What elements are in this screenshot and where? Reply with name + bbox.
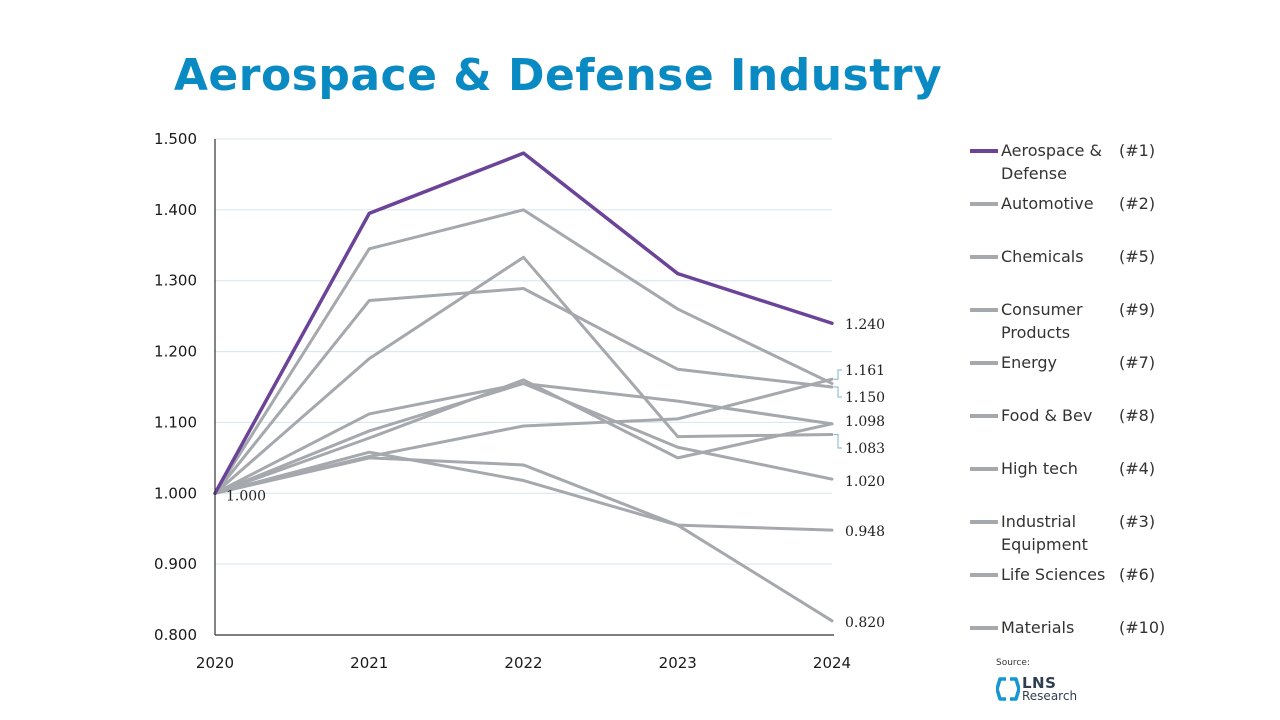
legend-rank: (#10)	[1119, 618, 1166, 637]
line-chart: 0.800 0.900 1.000 1.100 1.200 1.300 1.400 1.500…	[154, 130, 885, 672]
legend-swatch	[970, 467, 998, 471]
label-leaders	[834, 369, 842, 449]
end-value-label: 1.083	[845, 441, 885, 457]
legend-name: Materials	[1001, 618, 1075, 637]
y-tick-label: 1.000	[154, 484, 197, 502]
series-line-chemicals	[213, 287, 834, 495]
label-leader-line	[834, 386, 842, 398]
legend-rank: (#2)	[1119, 194, 1156, 213]
legend-item: Life Sciences (#6)	[970, 563, 1270, 611]
legend-item: Chemicals (#5)	[970, 245, 1270, 293]
y-tick-label: 1.300	[154, 272, 197, 290]
x-axis-ticks: 2020 2021 2022 2023 2024	[196, 654, 851, 672]
legend-swatch	[970, 149, 998, 153]
hexagon-logo-icon	[996, 677, 1020, 701]
legend-name: Life Sciences	[1001, 565, 1106, 584]
y-tick-label: 1.100	[154, 413, 197, 431]
lns-research-logo: LNS Research	[996, 673, 1106, 705]
logo-subtext: Research	[1022, 689, 1078, 703]
end-value-label: 1.240	[845, 317, 885, 333]
legend-item: Consumer Products (#9)	[970, 298, 1270, 346]
legend-swatch	[970, 202, 998, 206]
legend-rank: (#5)	[1119, 247, 1156, 266]
legend-item: Automotive (#2)	[970, 192, 1270, 240]
x-tick-label: 2024	[813, 654, 851, 672]
series-line-food-bev	[213, 378, 834, 495]
legend-swatch	[970, 626, 998, 630]
y-tick-label: 0.900	[154, 555, 197, 573]
legend-rank: (#4)	[1119, 459, 1156, 478]
x-tick-label: 2020	[196, 654, 234, 672]
legend-name: Automotive	[1001, 194, 1094, 213]
x-tick-label: 2023	[659, 654, 697, 672]
legend: Aerospace & Defense (#1) Automotive (#2) Che…	[970, 0, 1270, 660]
legend-swatch	[970, 361, 998, 365]
legend-item: Aerospace & Defense (#1)	[970, 139, 1270, 187]
series-line-life-sciences	[213, 450, 834, 532]
chart-title: Aerospace & Defense Industry	[173, 50, 943, 101]
end-value-label: 1.161	[845, 363, 885, 379]
legend-rank: (#6)	[1119, 565, 1156, 584]
grid-lines	[215, 138, 832, 565]
legend-item: Energy (#7)	[970, 351, 1270, 399]
legend-name: Aerospace & Defense	[1001, 141, 1103, 183]
legend-item: Materials (#10)	[970, 616, 1270, 664]
y-axis-ticks: 0.800 0.900 1.000 1.100 1.200 1.300 1.400 1.500	[154, 130, 197, 644]
x-tick-label: 2021	[350, 654, 388, 672]
end-value-label: 1.020	[845, 474, 885, 490]
legend-item: Food & Bev (#8)	[970, 404, 1270, 452]
legend-swatch	[970, 414, 998, 418]
series-lines	[213, 151, 834, 623]
legend-swatch	[970, 573, 998, 577]
series-line-aerospace-defense	[213, 151, 834, 496]
y-tick-label: 1.400	[154, 201, 197, 219]
end-value-label: 1.150	[845, 390, 885, 406]
legend-rank: (#8)	[1119, 406, 1156, 425]
legend-name: Industrial Equipment	[1001, 512, 1088, 554]
legend-rank: (#3)	[1119, 512, 1156, 531]
legend-item: High tech (#4)	[970, 457, 1270, 505]
series-line-automotive	[213, 208, 834, 495]
y-tick-label: 1.500	[154, 130, 197, 148]
legend-item: Industrial Equipment (#3)	[970, 510, 1270, 558]
end-value-label: 1.098	[845, 414, 885, 430]
legend-name: Chemicals	[1001, 247, 1084, 266]
legend-name: Consumer Products	[1001, 300, 1083, 342]
data-labels: 0.820 0.948 1.020 1.161 1.098 1.083 1.150 1.240…	[226, 317, 885, 631]
y-tick-label: 0.800	[154, 626, 197, 644]
legend-rank: (#7)	[1119, 353, 1156, 372]
label-leader-line	[834, 433, 842, 449]
series-line-energy	[213, 381, 834, 495]
legend-swatch	[970, 255, 998, 259]
series-line-industrial-equipment	[213, 381, 834, 495]
end-value-label: 0.948	[845, 524, 885, 540]
logo-text: LNS	[1022, 674, 1057, 692]
source-attribution: Source: LNS Research	[996, 658, 1077, 703]
legend-rank: (#1)	[1119, 141, 1156, 160]
y-tick-label: 1.200	[154, 343, 197, 361]
legend-swatch	[970, 308, 998, 312]
source-label: Source:	[996, 658, 1030, 668]
end-value-label: 0.820	[845, 615, 885, 631]
legend-name: Food & Bev	[1001, 406, 1093, 425]
legend-swatch	[970, 520, 998, 524]
x-tick-label: 2022	[504, 654, 542, 672]
legend-name: Energy	[1001, 353, 1058, 372]
label-leader-line	[834, 369, 842, 380]
series-line-materials	[213, 456, 834, 623]
start-value-label: 1.000	[226, 488, 266, 504]
legend-name: High tech	[1001, 459, 1078, 478]
legend-rank: (#9)	[1119, 300, 1156, 319]
series-line-high-tech	[213, 377, 834, 495]
series-line-consumer-products	[213, 255, 834, 495]
